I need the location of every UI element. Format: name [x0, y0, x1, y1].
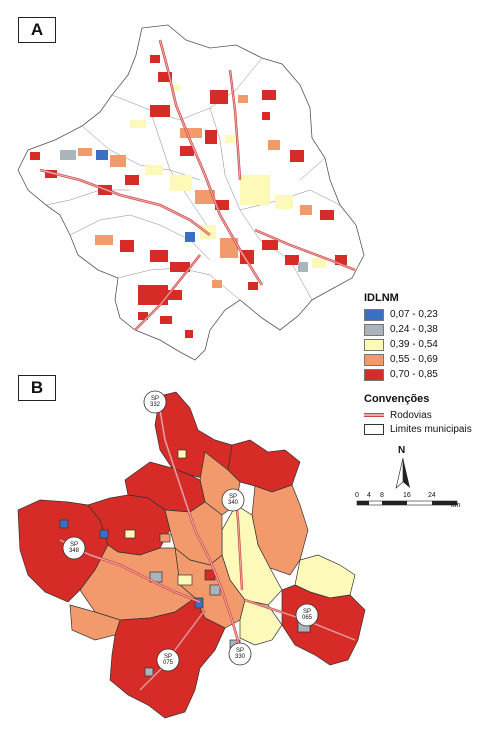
legend-swatch	[364, 353, 384, 366]
scale-bar	[356, 500, 458, 506]
legend-item-label: 0,07 - 0,23	[390, 309, 438, 320]
legend-swatch	[364, 308, 384, 321]
highway-label-sp348: SP 348	[68, 542, 79, 554]
north-arrow-icon	[395, 457, 410, 489]
legend-item-label: 0,39 - 0,54	[390, 339, 438, 350]
scale-unit: km	[451, 502, 461, 509]
north-label: N	[398, 445, 406, 456]
legend-item-label: 0,55 - 0,69	[390, 354, 438, 365]
road-swatch	[364, 413, 384, 417]
panel-a-label: A	[18, 17, 56, 43]
panel-b-label: B	[18, 375, 56, 401]
municipal-limits-legend-item: Limites municipais	[364, 422, 472, 436]
legend-item: 0,07 - 0,23	[364, 307, 438, 322]
municipal-limits-label: Limites municipais	[390, 423, 472, 435]
legend-swatch	[364, 323, 384, 336]
highway-label-sp340: SP 340	[227, 494, 238, 506]
sector-orange-1	[159, 533, 171, 543]
sector-blue-2	[59, 519, 69, 529]
scale-tick-16: 16	[403, 492, 411, 499]
sector-yellow-1	[124, 529, 136, 539]
highway-label-sp330: SP 330	[234, 648, 245, 660]
scale-tick-8: 8	[380, 492, 384, 499]
municipality-south-yellow	[239, 599, 283, 646]
scale-tick-4: 4	[367, 492, 371, 499]
municipality-south-orange	[69, 604, 121, 641]
legend-item-label: 0,70 - 0,85	[390, 369, 438, 380]
roads-label: Rodovias	[390, 409, 432, 421]
conventions-title: Convenções	[364, 393, 430, 405]
highways-b	[59, 409, 356, 691]
sector-yellow-2	[177, 574, 193, 586]
legend-swatch	[364, 338, 384, 351]
municipal-boundaries-a	[45, 57, 341, 301]
municipality-southeast	[281, 584, 366, 666]
legend: IDLNM 0,07 - 0,23 0,24 - 0,38 0,39 - 0,5…	[364, 292, 438, 382]
highway-label-sp075: SP 075	[162, 654, 173, 666]
legend-title: IDLNM	[364, 292, 399, 304]
map-panel-a	[17, 24, 365, 361]
conventions: Convenções Rodovias Limites municipais	[364, 393, 472, 436]
sector-gray-5	[144, 667, 154, 677]
roads-legend-item: Rodovias	[364, 408, 472, 422]
region-outline-a	[17, 24, 365, 361]
municipal-limits-swatch	[364, 423, 384, 435]
legend-item: 0,39 - 0,54	[364, 337, 438, 352]
legend-item: 0,55 - 0,69	[364, 352, 438, 367]
highway-shields	[62, 390, 319, 672]
scale-tick-0: 0	[355, 492, 359, 499]
highways-a	[39, 39, 356, 331]
highway-label-sp065: SP 065	[301, 609, 312, 621]
legend-item: 0,70 - 0,85	[364, 367, 438, 382]
sector-blue-3	[99, 529, 109, 539]
scale-tick-24: 24	[428, 492, 436, 499]
legend-swatch	[364, 368, 384, 381]
highway-label-sp332: SP 332	[149, 396, 160, 408]
legend-item-label: 0,24 - 0,38	[390, 324, 438, 335]
sector-yellow-3	[177, 449, 187, 459]
legend-item: 0,24 - 0,38	[364, 322, 438, 337]
sector-gray-2	[209, 584, 221, 596]
